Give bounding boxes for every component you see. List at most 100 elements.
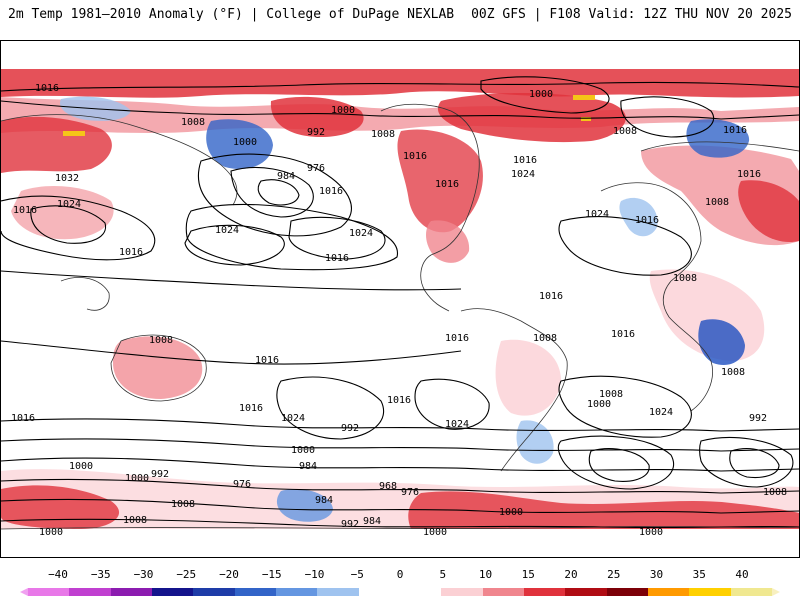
isobar — [1, 457, 799, 472]
coastline — [1, 114, 238, 206]
anomaly-area — [276, 489, 333, 522]
model-run-info: 00Z GFS | F108 Valid: 12Z THU NOV 20 202… — [471, 7, 792, 22]
colorbar-tick-label: 0 — [396, 568, 404, 581]
anomaly-area — [11, 186, 114, 240]
isobar — [30, 205, 107, 244]
colorbar-swatch — [647, 588, 690, 596]
colorbar-tick-label: 10 — [478, 568, 493, 581]
isobar-label: 1016 — [435, 179, 459, 190]
isobar — [729, 448, 780, 479]
isobar-label: 1000 — [423, 527, 447, 538]
coastline — [380, 103, 480, 312]
anomaly-area — [270, 96, 364, 137]
isobar-label: 1000 — [499, 507, 523, 518]
isobar-label: 984 — [299, 461, 317, 472]
colorbar-tick-label: −25 — [176, 568, 197, 581]
isobar-label: 1008 — [171, 499, 195, 510]
anomaly-area — [495, 339, 561, 416]
anomaly-area — [63, 131, 85, 136]
colorbar-tick-label: −5 — [350, 568, 364, 581]
colorbar-tick-label: −35 — [90, 568, 111, 581]
isobar-label: 1016 — [513, 155, 537, 166]
weather-map: 1016 1000 1008 1000 992 1008 984 976 101… — [1, 69, 799, 538]
colorbar-swatch — [358, 588, 400, 596]
isobar-label: 1008 — [123, 515, 147, 526]
isobar-label: 1000 — [69, 461, 93, 472]
isobar-label: 992 — [341, 423, 359, 434]
isobar-label: 976 — [401, 487, 419, 498]
isobar-label: 984 — [277, 171, 295, 182]
colorbar-tick-label: 20 — [564, 568, 578, 581]
isobar-label: 984 — [363, 516, 381, 527]
isobar-label: 1000 — [639, 527, 663, 538]
colorbar-swatch — [441, 588, 483, 596]
colorbar-swatch — [317, 588, 359, 596]
isobar-label: 976 — [307, 163, 325, 174]
isobar-label: 1008 — [705, 197, 729, 208]
isobar-label: 992 — [749, 413, 767, 424]
colorbar-tick-label: −20 — [219, 568, 239, 581]
isobar-label: 1016 — [737, 169, 761, 180]
isobar — [1, 518, 799, 529]
isobar-label: 1024 — [585, 209, 609, 220]
isobar-label: 1008 — [181, 117, 205, 128]
colorbar-tick-label: 5 — [439, 568, 447, 581]
isobar-label: 1008 — [613, 126, 637, 137]
isobar — [1, 438, 799, 452]
isobar-label: 992 — [307, 127, 325, 138]
colorbar-swatch — [399, 588, 442, 596]
isobar-label: 984 — [315, 495, 333, 506]
anomaly-area — [437, 93, 626, 143]
anomaly-area — [581, 117, 591, 121]
isobar-label: 1000 — [39, 527, 63, 538]
colorbar-swatch — [28, 588, 70, 596]
colorbar-swatch — [275, 588, 318, 596]
isobar-label: 1016 — [11, 413, 35, 424]
isobar-label: 1024 — [215, 225, 239, 236]
isobar-label: 968 — [379, 481, 397, 492]
colorbar-tick-label: 25 — [607, 568, 621, 581]
anomaly-area — [397, 129, 483, 233]
coastline — [60, 277, 110, 311]
isobar-label: 1016 — [119, 247, 143, 258]
isobar-label: 1000 — [587, 399, 611, 410]
isobar — [1, 340, 462, 365]
isobar-label: 1008 — [763, 487, 787, 498]
isobar — [588, 448, 650, 482]
isobar-label: 1016 — [403, 151, 427, 162]
isobar-label: 1008 — [721, 367, 745, 378]
colorbar-left-arrow — [20, 588, 28, 596]
coastline — [110, 334, 207, 402]
isobar-label: 1016 — [325, 253, 349, 264]
colorbar-strip — [28, 588, 772, 596]
colorbar-swatch — [151, 588, 194, 596]
isobar — [414, 378, 490, 430]
colorbar-swatch — [565, 588, 607, 596]
isobar — [230, 166, 314, 218]
isobar-label: 1016 — [723, 125, 747, 136]
isobar — [1, 478, 799, 494]
isobar-label: 1024 — [445, 419, 469, 430]
isobar-label: 1008 — [673, 273, 697, 284]
isobar — [1, 270, 462, 291]
isobar — [558, 216, 692, 276]
coastline — [460, 308, 568, 472]
colorbar-tick-label: −10 — [304, 568, 325, 581]
temperature-anomaly-shading — [1, 69, 799, 529]
anomaly-area — [619, 197, 658, 237]
isobar-label: 992 — [341, 519, 359, 530]
anomaly-area — [516, 420, 554, 464]
isobar-label: 1032 — [55, 173, 79, 184]
isobar — [1, 100, 799, 120]
isobar-label: 1024 — [349, 228, 373, 239]
isobar-label: 1016 — [319, 186, 343, 197]
isobar-label: 1008 — [599, 389, 623, 400]
isobars — [1, 76, 799, 529]
isobar-label: 1000 — [529, 89, 553, 100]
isobar — [1, 418, 799, 432]
colorbar-tick-label: −30 — [133, 568, 154, 581]
isobar — [1, 195, 156, 261]
isobar-label: 1008 — [533, 333, 557, 344]
isobar-labels: 1016 1000 1008 1000 992 1008 984 976 101… — [11, 83, 787, 538]
isobar — [185, 203, 399, 271]
